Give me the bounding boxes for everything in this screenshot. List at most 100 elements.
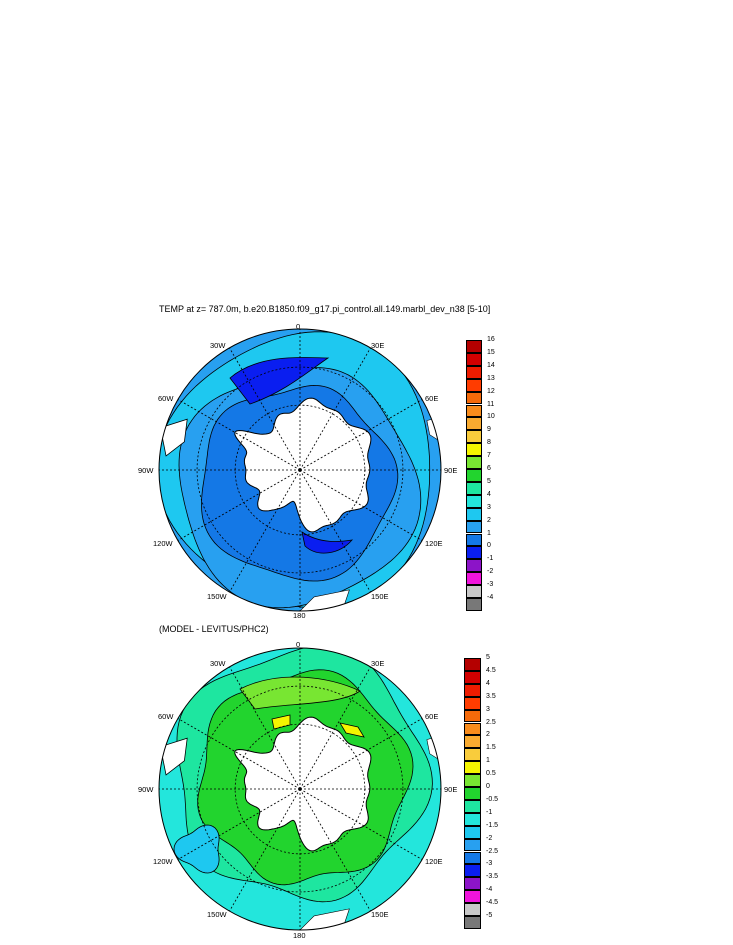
colorbar-swatch — [466, 494, 482, 508]
colorbar-label: 4.5 — [486, 666, 496, 674]
colorbar-swatch — [464, 812, 481, 826]
colorbar-swatch — [466, 430, 482, 444]
colorbar-label: 2 — [486, 731, 490, 739]
meridian-line — [177, 399, 301, 471]
lon-label-30w: 30W — [210, 341, 226, 350]
lon-label-0: 0 — [296, 640, 301, 649]
colorbar-swatch — [466, 481, 482, 495]
colorbar-label: -4 — [487, 594, 494, 601]
colorbar-label: 0 — [487, 542, 491, 550]
meridian-line — [299, 718, 423, 790]
colorbar-label: 14 — [487, 361, 495, 369]
colorbar-swatch — [464, 735, 481, 749]
colorbar-swatch — [466, 533, 482, 547]
colorbar-swatch — [464, 877, 481, 891]
lon-label-60w: 60W — [158, 712, 174, 721]
colorbar-swatch — [464, 851, 481, 865]
meridian-line — [299, 347, 371, 471]
colorbar-swatch — [464, 890, 481, 904]
meridian-line — [177, 718, 301, 790]
colorbar-label: -4 — [486, 886, 493, 894]
colorbar-swatch — [464, 658, 481, 671]
colorbar-label: 4 — [486, 679, 490, 687]
colorbar-label: 8 — [487, 439, 491, 447]
colorbar-label: -0.5 — [486, 795, 499, 803]
colorbar-swatch — [466, 365, 482, 379]
latitude-circle — [196, 685, 404, 893]
colorbar-label: -3.5 — [486, 873, 499, 881]
colorbar-label: 1 — [486, 757, 490, 765]
colorbar-label: -1 — [486, 808, 493, 816]
meridian-line — [299, 469, 371, 593]
lon-label-150w: 150W — [207, 910, 227, 919]
colorbar-swatch — [464, 799, 481, 813]
colorbar-swatch — [466, 352, 482, 366]
colorbar-label: 0 — [486, 783, 490, 790]
colorbar-label: -2 — [486, 834, 493, 842]
lon-label-90e: 90E — [444, 466, 458, 475]
colorbar-swatch — [466, 456, 482, 469]
colorbar-label: 12 — [487, 387, 495, 395]
colorbar-label: 7 — [487, 452, 491, 460]
colorbar-label: 10 — [487, 413, 495, 421]
colorbar-swatch — [466, 340, 482, 353]
colorbar-swatch — [466, 469, 482, 482]
colorbar-label: 1.5 — [486, 744, 496, 752]
land-mass — [159, 418, 188, 457]
lon-label-90w: 90W — [138, 466, 154, 475]
colorbar-label: 9 — [487, 426, 491, 434]
lon-label-150e: 150E — [371, 910, 389, 919]
colorbar-swatch — [464, 709, 481, 723]
meridian-line — [229, 666, 301, 790]
colorbar-swatch — [464, 916, 481, 929]
colorbar-label: 3 — [487, 503, 491, 511]
colorbar-swatch — [466, 417, 482, 431]
colorbar-swatch — [466, 598, 482, 611]
lon-label-150e: 150E — [371, 592, 389, 601]
colorbar-label: 3.5 — [486, 692, 496, 700]
contour-region-1.5 — [339, 722, 365, 738]
colorbar-swatch — [466, 443, 482, 457]
map-panel-temp: TEMP at z= 787.0m, b.e20.B1850.f09_g17.p… — [138, 304, 495, 620]
colorbar-swatch — [464, 761, 481, 775]
colorbar-label: 2.5 — [486, 718, 496, 726]
colorbar-swatch — [466, 572, 482, 586]
lon-label-0: 0 — [296, 322, 301, 331]
colorbar-label: 5 — [486, 654, 490, 661]
colorbar-swatch — [466, 546, 482, 560]
colorbar-label: 15 — [487, 348, 495, 356]
colorbar-label: 1 — [487, 529, 491, 537]
lon-label-60w: 60W — [158, 394, 174, 403]
lon-label-30e: 30E — [371, 659, 385, 668]
lon-label-180: 180 — [293, 611, 306, 620]
colorbar-swatch — [466, 404, 482, 418]
colorbar-swatch — [464, 864, 481, 878]
colorbar-label: 0.5 — [486, 770, 496, 778]
graticule — [159, 329, 441, 611]
lon-label-180: 180 — [293, 931, 306, 940]
lon-label-60e: 60E — [425, 394, 439, 403]
colorbar-label: -5 — [486, 912, 493, 919]
contour-region-0 — [301, 531, 354, 554]
colorbar-swatch — [464, 722, 481, 736]
graticule — [159, 648, 441, 930]
colorbar-swatch — [466, 507, 482, 521]
land-mass — [159, 737, 188, 776]
colorbar-swatch — [464, 696, 481, 710]
colorbar-swatch — [464, 748, 481, 762]
colorbar-swatch — [466, 378, 482, 392]
colorbar-label: 13 — [487, 374, 495, 382]
lon-label-60e: 60E — [425, 712, 439, 721]
meridian-line — [299, 788, 371, 912]
colorbar-swatch — [464, 683, 481, 697]
polar-map — [158, 328, 442, 612]
lon-label-120e: 120E — [425, 539, 443, 548]
lon-label-120e: 120E — [425, 857, 443, 866]
colorbar-swatch — [464, 787, 481, 800]
meridian-line — [299, 788, 423, 860]
colorbar-swatch — [464, 774, 481, 787]
colorbar-label: -2.5 — [486, 847, 499, 855]
meridian-line — [299, 666, 371, 790]
